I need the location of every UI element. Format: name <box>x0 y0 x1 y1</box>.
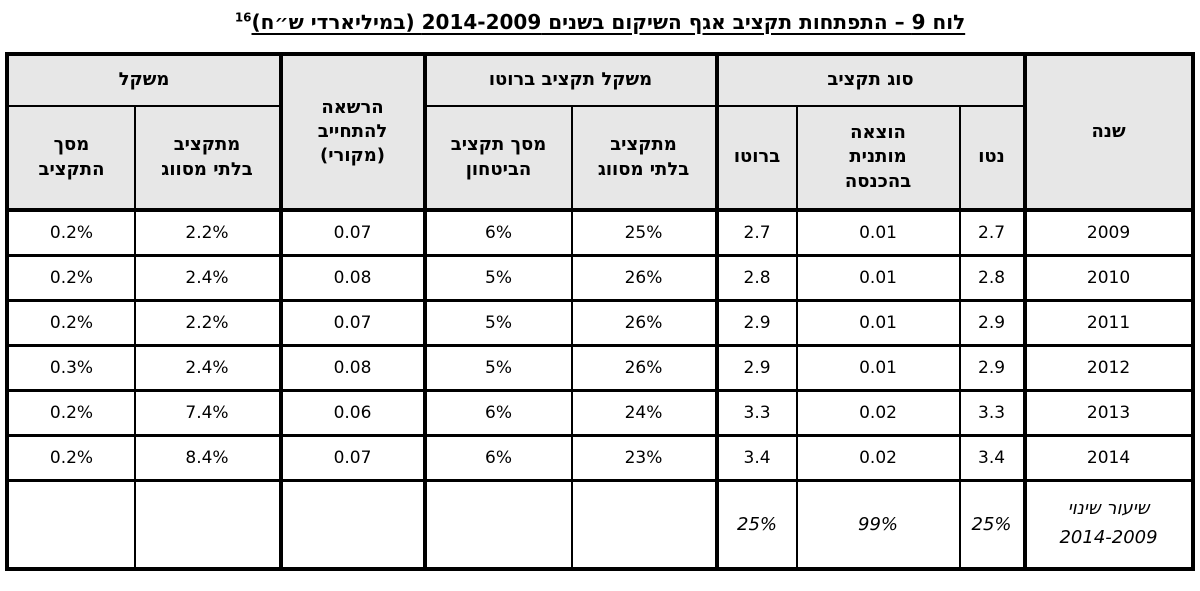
cell-pct-unclassified-gross: 24% <box>570 388 718 437</box>
cell-income-contingent: 0.02 <box>795 433 961 482</box>
cell-pct-unclassified-gross: 25% <box>570 208 718 257</box>
cell-net: 2.8 <box>958 253 1026 302</box>
cell-income-contingent: 0.01 <box>795 253 961 302</box>
cell-authorization: 0.08 <box>278 253 426 302</box>
header-income-contingent: הוצאה מותנית בהכנסה <box>795 105 961 211</box>
cell-year: 2009 <box>1022 208 1194 257</box>
cell-pct-unclassified-weight: 2.2% <box>133 298 282 347</box>
cell-year: 2013 <box>1022 388 1194 437</box>
cell-authorization: 0.07 <box>278 433 426 482</box>
cell-year: 2010 <box>1022 253 1194 302</box>
cell-net: 2.7 <box>958 208 1026 257</box>
cell-income-contingent: 0.01 <box>795 343 961 392</box>
cell-pct-unclassified-weight: 2.2% <box>133 208 282 257</box>
table-row: 2013 3.3 0.02 3.3 24% 6% 0.06 7.4% 0.2% <box>6 388 1194 437</box>
cell-pct-total-budget: 0.3% <box>6 343 136 392</box>
summary-row: שיעור שינוי 2014-2009 25% 99% 25% <box>6 478 1194 571</box>
header-year: שנה <box>1022 53 1194 211</box>
cell-authorization: 0.07 <box>278 298 426 347</box>
table-row: 2014 3.4 0.02 3.4 23% 6% 0.07 8.4% 0.2% <box>6 433 1194 482</box>
cell-year: 2014 <box>1022 433 1194 482</box>
cell-pct-unclassified-weight: 2.4% <box>133 253 282 302</box>
cell-authorization: 0.08 <box>278 343 426 392</box>
cell-empty <box>570 478 718 571</box>
cell-net: 2.9 <box>958 343 1026 392</box>
cell-pct-total-budget: 0.2% <box>6 388 136 437</box>
cell-pct-unclassified-weight: 2.4% <box>133 343 282 392</box>
cell-pct-defense-budget: 5% <box>422 343 573 392</box>
cell-empty <box>6 478 136 571</box>
cell-gross: 2.9 <box>714 298 798 347</box>
table-title: לוח 9 – התפתחות תקציב אגף השיקום בשנים 2… <box>0 8 1200 36</box>
header-of-unclassified-gross: מתקציב בלתי מסווג <box>570 105 718 211</box>
cell-authorization: 0.07 <box>278 208 426 257</box>
cell-pct-defense-budget: 6% <box>422 208 573 257</box>
cell-pct-unclassified-weight: 7.4% <box>133 388 282 437</box>
cell-gross: 3.3 <box>714 388 798 437</box>
footnote-ref: 16 <box>234 10 252 25</box>
header-group-weight: משקל <box>6 53 282 107</box>
table-row: 2012 2.9 0.01 2.9 26% 5% 0.08 2.4% 0.3% <box>6 343 1194 392</box>
header-group-gross-weight: משקל תקציב ברוטו <box>422 53 718 107</box>
table-title-text: לוח 9 – התפתחות תקציב אגף השיקום בשנים 2… <box>251 10 966 34</box>
cell-income-contingent: 0.01 <box>795 298 961 347</box>
cell-change-net: 25% <box>958 478 1026 571</box>
cell-net: 3.4 <box>958 433 1026 482</box>
cell-authorization: 0.06 <box>278 388 426 437</box>
table-row: 2010 2.8 0.01 2.8 26% 5% 0.08 2.4% 0.2% <box>6 253 1194 302</box>
cell-empty <box>133 478 282 571</box>
header-authorization: הרשאה להתחייב (מקורי) <box>278 53 426 211</box>
cell-pct-defense-budget: 5% <box>422 253 573 302</box>
header-row-subcolumns: נטו הוצאה מותנית בהכנסה ברוטו מתקציב בלת… <box>6 105 1192 211</box>
cell-pct-unclassified-gross: 26% <box>570 298 718 347</box>
cell-income-contingent: 0.02 <box>795 388 961 437</box>
cell-pct-total-budget: 0.2% <box>6 433 136 482</box>
cell-empty <box>422 478 573 571</box>
cell-gross: 2.9 <box>714 343 798 392</box>
header-row-groups: שנה סוג תקציב משקל תקציב ברוטו הרשאה להת… <box>6 53 1194 211</box>
header-gross: ברוטו <box>714 105 798 211</box>
table-row: 2009 2.7 0.01 2.7 25% 6% 0.07 2.2% 0.2% <box>6 208 1194 257</box>
cell-pct-unclassified-gross: 23% <box>570 433 718 482</box>
cell-pct-defense-budget: 6% <box>422 388 573 437</box>
cell-change-gross: 25% <box>714 478 798 571</box>
header-group-budget-type: סוג תקציב <box>714 53 1026 107</box>
cell-net: 2.9 <box>958 298 1026 347</box>
cell-pct-defense-budget: 5% <box>422 298 573 347</box>
cell-pct-total-budget: 0.2% <box>6 253 136 302</box>
cell-income-contingent: 0.01 <box>795 208 961 257</box>
cell-pct-defense-budget: 6% <box>422 433 573 482</box>
cell-pct-total-budget: 0.2% <box>6 208 136 257</box>
cell-gross: 2.7 <box>714 208 798 257</box>
cell-pct-unclassified-weight: 8.4% <box>133 433 282 482</box>
cell-gross: 3.4 <box>714 433 798 482</box>
cell-pct-total-budget: 0.2% <box>6 298 136 347</box>
cell-pct-unclassified-gross: 26% <box>570 253 718 302</box>
cell-pct-unclassified-gross: 26% <box>570 343 718 392</box>
cell-empty <box>278 478 426 571</box>
document-page: { "title": { "text": "לוח 9 – התפתחות תק… <box>0 8 1200 591</box>
header-of-defense-budget: מסך תקציב הביטחון <box>422 105 573 211</box>
cell-change-income-contingent: 99% <box>795 478 961 571</box>
header-of-total-budget: מסך התקציב <box>6 105 136 211</box>
cell-change-rate-label: שיעור שינוי 2014-2009 <box>1022 478 1194 571</box>
cell-year: 2011 <box>1022 298 1194 347</box>
table-row: 2011 2.9 0.01 2.9 26% 5% 0.07 2.2% 0.2% <box>6 298 1194 347</box>
cell-net: 3.3 <box>958 388 1026 437</box>
cell-gross: 2.8 <box>714 253 798 302</box>
budget-table: שנה סוג תקציב משקל תקציב ברוטו הרשאה להת… <box>5 52 1195 571</box>
header-of-unclassified-weight: מתקציב בלתי מסווג <box>133 105 282 211</box>
header-net: נטו <box>958 105 1026 211</box>
cell-year: 2012 <box>1022 343 1194 392</box>
